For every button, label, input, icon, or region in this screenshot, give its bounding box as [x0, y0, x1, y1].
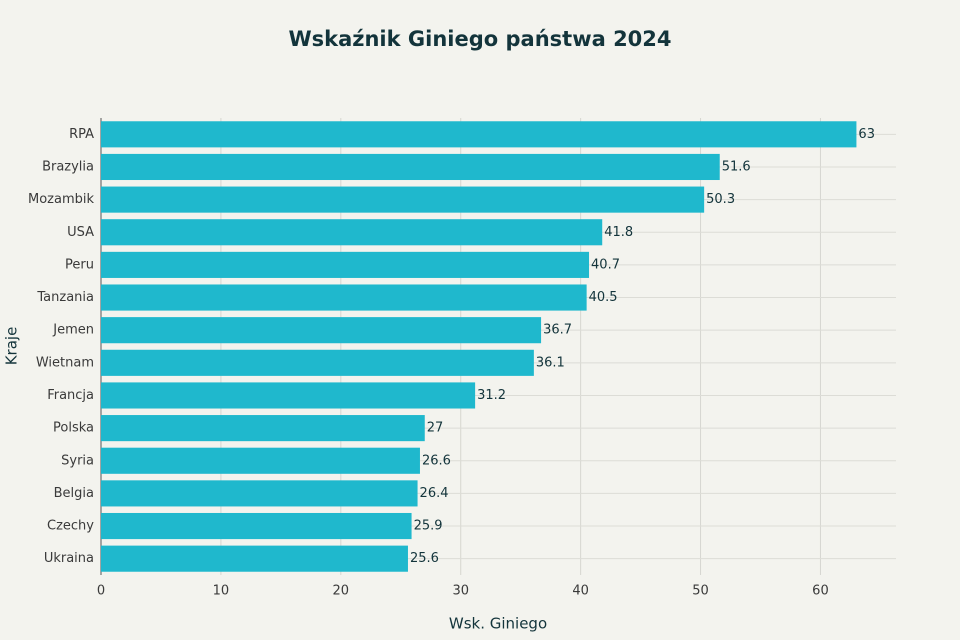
bar	[101, 545, 408, 572]
y-tick-label: Ukraina	[44, 551, 94, 566]
y-tick-label: Peru	[65, 257, 94, 272]
value-label: 26.4	[420, 486, 449, 501]
y-tick-label: Mozambik	[28, 192, 94, 207]
bar	[101, 317, 542, 344]
y-tick-label: Syria	[61, 453, 94, 468]
chart-title: Wskaźnik Giniego państwa 2024	[288, 27, 671, 51]
x-tick-label: 40	[572, 584, 589, 599]
value-label: 26.6	[422, 453, 451, 468]
value-label: 63	[858, 127, 875, 142]
value-label: 31.2	[477, 388, 506, 403]
value-label: 51.6	[722, 159, 751, 174]
y-tick-label: Wietnam	[36, 355, 94, 370]
x-tick-label: 10	[213, 584, 230, 599]
y-axis-title: Kraje	[3, 327, 21, 366]
bar	[101, 349, 534, 376]
value-label: 36.1	[536, 355, 565, 370]
value-label: 25.6	[410, 551, 439, 566]
bar	[101, 121, 857, 148]
bar	[101, 415, 425, 442]
value-label: 41.8	[604, 225, 633, 240]
x-tick-label: 0	[97, 584, 105, 599]
value-label: 27	[427, 421, 444, 436]
value-label: 36.7	[543, 323, 572, 338]
value-label: 50.3	[706, 192, 735, 207]
y-tick-label: Jemen	[52, 323, 94, 338]
y-tick-label: Czechy	[47, 519, 94, 534]
y-tick-label: USA	[67, 225, 94, 240]
x-tick-label: 30	[452, 584, 469, 599]
bar	[101, 219, 603, 246]
value-label: 25.9	[414, 519, 443, 534]
bar	[101, 382, 476, 409]
bar	[101, 284, 587, 311]
bar	[101, 153, 720, 181]
y-tick-label: Tanzania	[36, 290, 94, 305]
bar	[101, 447, 420, 474]
value-label: 40.7	[591, 257, 620, 272]
x-tick-label: 60	[812, 584, 829, 599]
bar	[101, 186, 705, 213]
y-tick-label: Francja	[47, 388, 94, 403]
value-label: 40.5	[589, 290, 618, 305]
x-tick-label: 20	[333, 584, 350, 599]
x-axis-title: Wsk. Giniego	[449, 615, 547, 633]
y-tick-label: Polska	[53, 421, 94, 436]
bar	[101, 512, 412, 540]
bar	[101, 480, 418, 507]
y-tick-label: Brazylia	[42, 159, 94, 174]
bar	[101, 251, 590, 278]
y-tick-label: Belgia	[54, 486, 94, 501]
y-tick-label: RPA	[69, 127, 94, 142]
x-tick-label: 50	[692, 584, 709, 599]
